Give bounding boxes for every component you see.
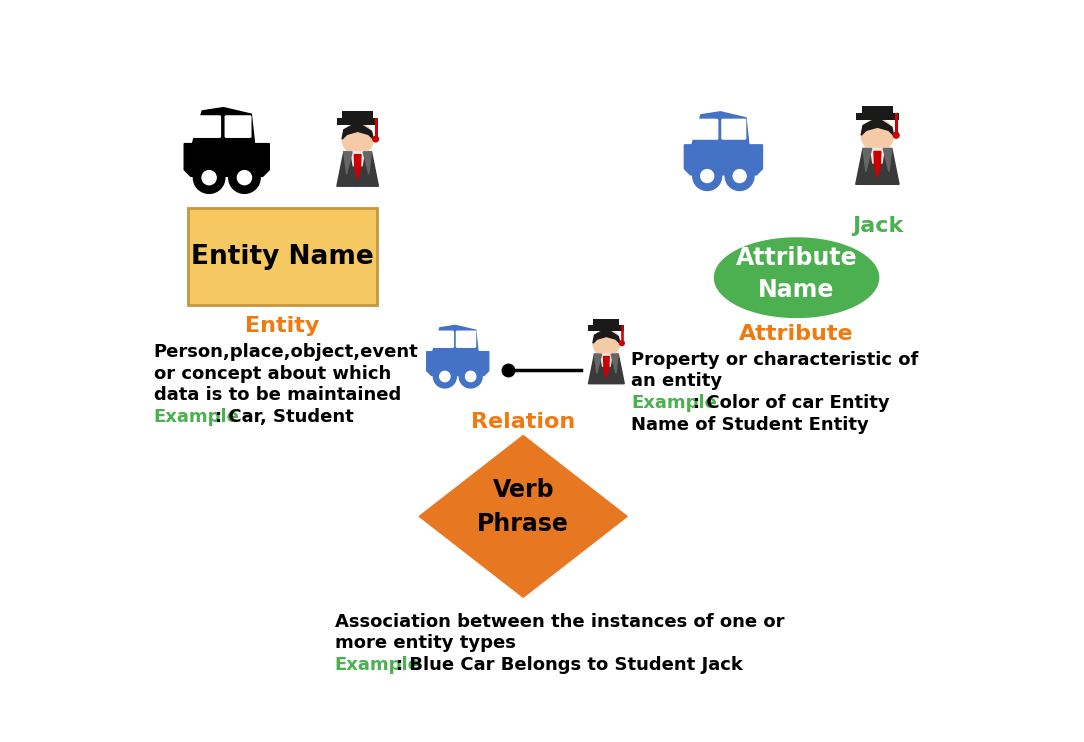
Text: : Blue Car Belongs to Student Jack: : Blue Car Belongs to Student Jack [396, 656, 743, 674]
Text: Attribute: Attribute [739, 324, 854, 344]
Text: Entity Name: Entity Name [191, 243, 374, 269]
Circle shape [440, 371, 450, 381]
Polygon shape [863, 148, 872, 171]
Polygon shape [354, 154, 361, 180]
Polygon shape [363, 152, 372, 174]
Polygon shape [855, 148, 899, 184]
FancyBboxPatch shape [455, 330, 476, 348]
FancyBboxPatch shape [693, 119, 719, 139]
FancyBboxPatch shape [433, 330, 454, 348]
Polygon shape [862, 118, 893, 135]
Polygon shape [601, 354, 612, 366]
Circle shape [465, 371, 476, 381]
Text: Jack: Jack [852, 216, 903, 236]
Polygon shape [420, 436, 628, 597]
Circle shape [725, 162, 754, 191]
Polygon shape [870, 148, 885, 163]
Circle shape [593, 329, 620, 356]
Circle shape [229, 162, 260, 194]
Circle shape [202, 171, 216, 185]
Text: Name of Student Entity: Name of Student Entity [631, 416, 868, 433]
Polygon shape [344, 152, 352, 174]
Text: Attribute
Name: Attribute Name [736, 246, 857, 302]
FancyBboxPatch shape [337, 118, 378, 125]
Polygon shape [883, 148, 892, 171]
FancyBboxPatch shape [224, 115, 251, 138]
Text: Association between the instances of one or: Association between the instances of one… [335, 613, 784, 631]
Circle shape [862, 119, 893, 151]
Circle shape [193, 162, 224, 194]
Polygon shape [611, 354, 618, 373]
Circle shape [700, 170, 713, 183]
Text: Entity: Entity [245, 316, 320, 336]
Circle shape [460, 365, 482, 388]
Polygon shape [589, 354, 624, 384]
Circle shape [237, 171, 251, 185]
Text: Example: Example [335, 656, 421, 674]
Polygon shape [593, 329, 620, 343]
Circle shape [733, 170, 746, 183]
Polygon shape [604, 356, 609, 378]
Polygon shape [427, 326, 489, 375]
Polygon shape [874, 151, 881, 177]
Circle shape [893, 132, 899, 138]
FancyBboxPatch shape [343, 111, 373, 122]
Text: data is to be maintained: data is to be maintained [154, 387, 401, 404]
Text: Relation: Relation [472, 413, 576, 433]
Polygon shape [343, 122, 373, 139]
FancyBboxPatch shape [193, 115, 221, 138]
Polygon shape [337, 152, 378, 186]
Text: an entity: an entity [631, 372, 722, 390]
Polygon shape [351, 152, 364, 165]
Circle shape [619, 341, 624, 346]
Text: : Color of car Entity: : Color of car Entity [693, 394, 889, 412]
Polygon shape [184, 108, 269, 177]
FancyBboxPatch shape [862, 106, 893, 118]
Text: Person,place,object,event: Person,place,object,event [154, 343, 418, 361]
Circle shape [434, 365, 456, 388]
Circle shape [343, 124, 373, 154]
FancyBboxPatch shape [855, 114, 899, 120]
Text: Example: Example [154, 408, 240, 426]
Polygon shape [594, 354, 602, 373]
Text: more entity types: more entity types [335, 634, 515, 652]
FancyBboxPatch shape [189, 209, 377, 305]
Polygon shape [684, 112, 762, 175]
Circle shape [693, 162, 722, 191]
Ellipse shape [713, 237, 879, 318]
FancyBboxPatch shape [593, 319, 619, 329]
FancyBboxPatch shape [589, 325, 624, 331]
Text: Verb
Phrase: Verb Phrase [477, 479, 569, 536]
Text: or concept about which: or concept about which [154, 365, 391, 383]
Text: Property or characteristic of: Property or characteristic of [631, 351, 918, 369]
FancyBboxPatch shape [721, 119, 746, 139]
Text: Example: Example [631, 394, 717, 412]
Text: : Car, Student: : Car, Student [216, 408, 354, 426]
Circle shape [373, 137, 378, 142]
